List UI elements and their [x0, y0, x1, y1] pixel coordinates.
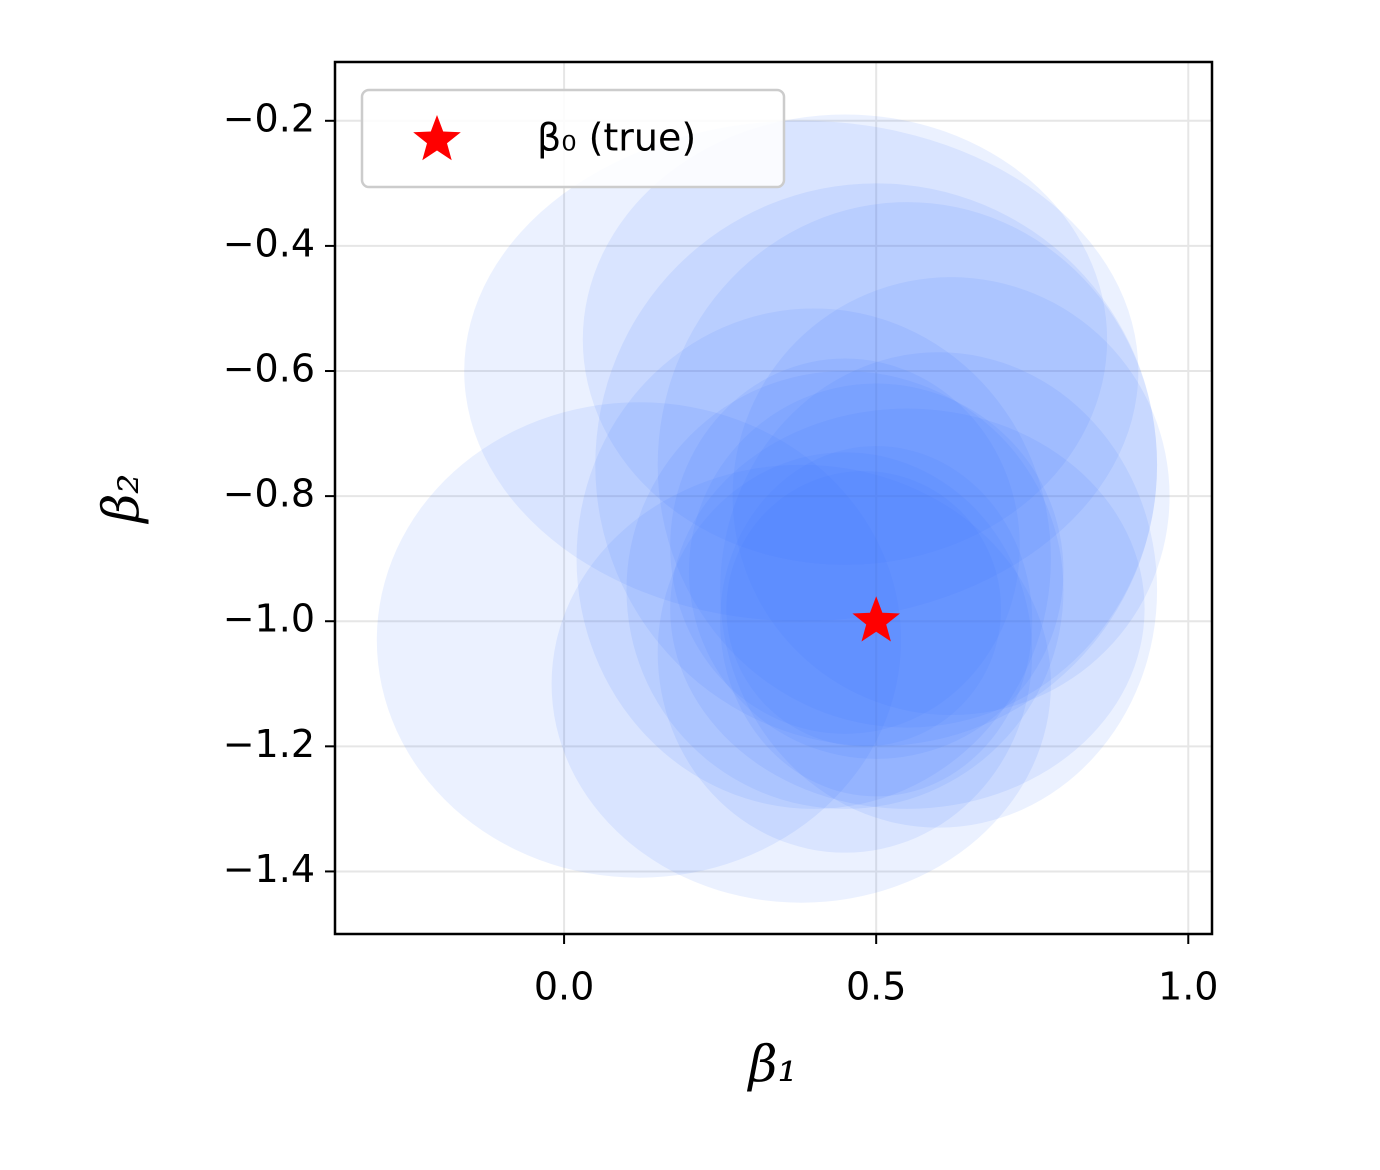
x-tick-label: 1.0 — [1158, 965, 1218, 1009]
y-tick-label: −0.8 — [223, 472, 315, 516]
confidence-ellipse — [576, 308, 1051, 809]
x-axis-label: β₁ — [747, 1035, 798, 1093]
confidence-ellipse — [595, 183, 1158, 747]
y-tick-label: −0.4 — [223, 221, 315, 265]
y-tick-label: −1.4 — [223, 847, 315, 891]
y-tick-label: −0.6 — [223, 347, 315, 391]
confidence-ellipse — [464, 120, 1139, 622]
confidence-ellipse — [670, 358, 1020, 734]
legend-label: β₀ (true) — [537, 116, 696, 160]
foreground: 0.0 0.5 1.0 −0.2 −0.4 −0.6 −0.8 −1.0 −1.2 −1.4 β₀ … — [223, 60, 1218, 1009]
confidence-ellipse — [626, 371, 1064, 809]
confidence-ellipse — [726, 471, 1002, 747]
y-tick-label: −1.2 — [223, 722, 315, 766]
legend-marker — [413, 115, 461, 161]
confidence-ellipse — [582, 114, 1108, 565]
confidence-ellipse — [720, 352, 1158, 828]
confidence-ellipse — [688, 383, 1064, 759]
confidence-ellipse — [670, 408, 1145, 809]
confidence-ellipse — [732, 277, 1170, 716]
ellipse-layer — [335, 62, 1212, 934]
y-axis-label: β₂ — [92, 474, 150, 525]
y-tick-label: −1.0 — [223, 597, 315, 641]
confidence-ellipse — [376, 402, 902, 878]
legend-box — [360, 88, 786, 189]
y-tick-label: −0.2 — [223, 96, 315, 140]
x-tick-label: 0.0 — [534, 965, 594, 1009]
confidence-ellipse — [657, 202, 1158, 728]
plot-frame — [333, 60, 1214, 936]
confidence-ellipse — [657, 452, 1033, 853]
x-tick-label: 0.5 — [846, 965, 906, 1009]
data-point — [852, 596, 900, 642]
confidence-ellipse — [551, 464, 1051, 903]
